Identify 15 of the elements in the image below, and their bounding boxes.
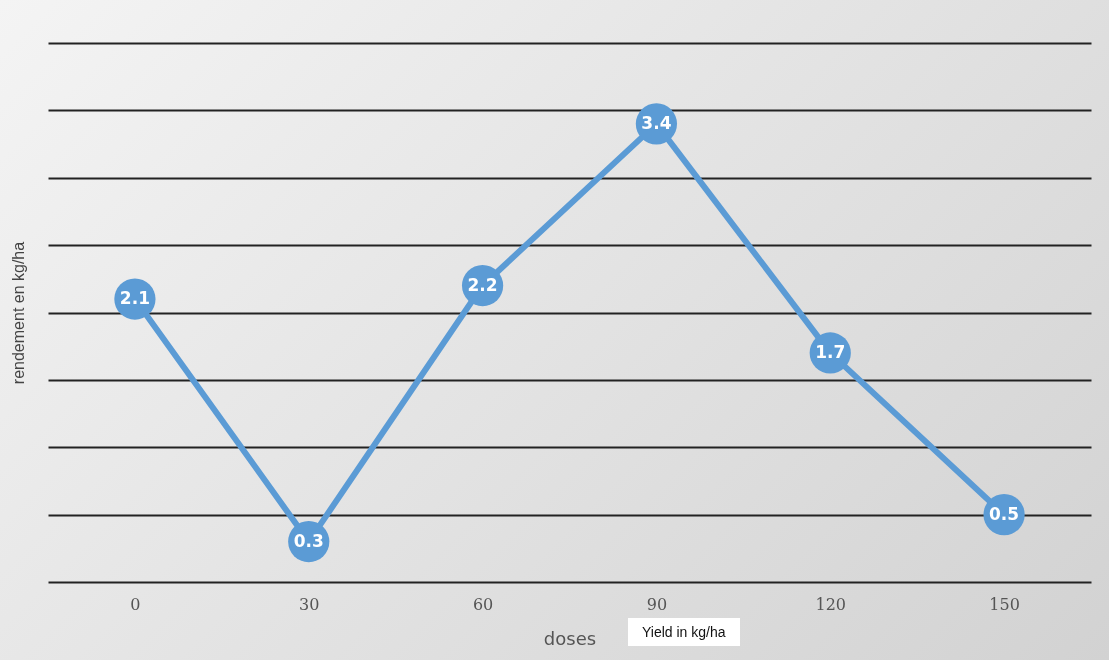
y-axis-title: rendement en kg/ha — [9, 241, 27, 385]
text: Yield in kg/ha — [642, 624, 726, 640]
data-label: 1.7 — [815, 341, 846, 362]
x-tick-label: 60 — [472, 594, 494, 614]
data-label: 0.5 — [989, 503, 1020, 524]
data-label: 2.1 — [119, 288, 150, 309]
data-label: 2.2 — [467, 274, 498, 295]
data-label: 0.3 — [293, 530, 324, 551]
x-tick-label: 0 — [130, 594, 141, 614]
data-label: 3.4 — [641, 112, 672, 133]
x-tick-label: 90 — [646, 594, 668, 614]
x-tick-label: 120 — [815, 594, 847, 614]
x-tick-label: 150 — [989, 594, 1020, 614]
x-tick-label: 30 — [299, 594, 320, 614]
x-axis-title: doses — [543, 627, 597, 649]
